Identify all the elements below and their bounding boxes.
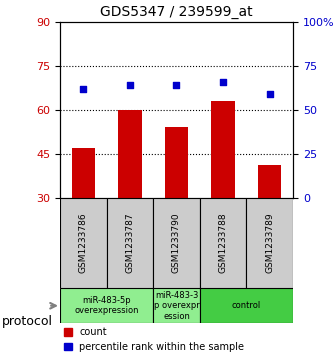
Bar — [118, 110, 142, 198]
FancyBboxPatch shape — [60, 198, 107, 288]
Bar — [72, 148, 95, 198]
FancyBboxPatch shape — [153, 288, 200, 323]
Text: control: control — [232, 301, 261, 310]
Point — [220, 79, 226, 85]
Point — [174, 82, 179, 88]
Bar — [211, 101, 235, 198]
Legend: count, percentile rank within the sample: count, percentile rank within the sample — [60, 323, 248, 356]
FancyBboxPatch shape — [246, 198, 293, 288]
Point — [267, 91, 272, 97]
Point — [127, 82, 133, 88]
Text: protocol: protocol — [2, 315, 53, 328]
FancyBboxPatch shape — [200, 198, 246, 288]
FancyBboxPatch shape — [200, 288, 293, 323]
Text: miR-483-3
p overexpr
ession: miR-483-3 p overexpr ession — [154, 291, 199, 321]
Text: GSM1233790: GSM1233790 — [172, 213, 181, 273]
Text: GSM1233789: GSM1233789 — [265, 213, 274, 273]
Bar — [165, 127, 188, 198]
Text: GSM1233787: GSM1233787 — [125, 213, 135, 273]
FancyBboxPatch shape — [60, 288, 153, 323]
Bar — [258, 166, 281, 198]
Text: GSM1233788: GSM1233788 — [218, 213, 228, 273]
FancyBboxPatch shape — [153, 198, 200, 288]
Title: GDS5347 / 239599_at: GDS5347 / 239599_at — [100, 5, 253, 19]
Text: miR-483-5p
overexpression: miR-483-5p overexpression — [74, 296, 139, 315]
FancyBboxPatch shape — [107, 198, 153, 288]
Text: GSM1233786: GSM1233786 — [79, 213, 88, 273]
Point — [81, 86, 86, 91]
